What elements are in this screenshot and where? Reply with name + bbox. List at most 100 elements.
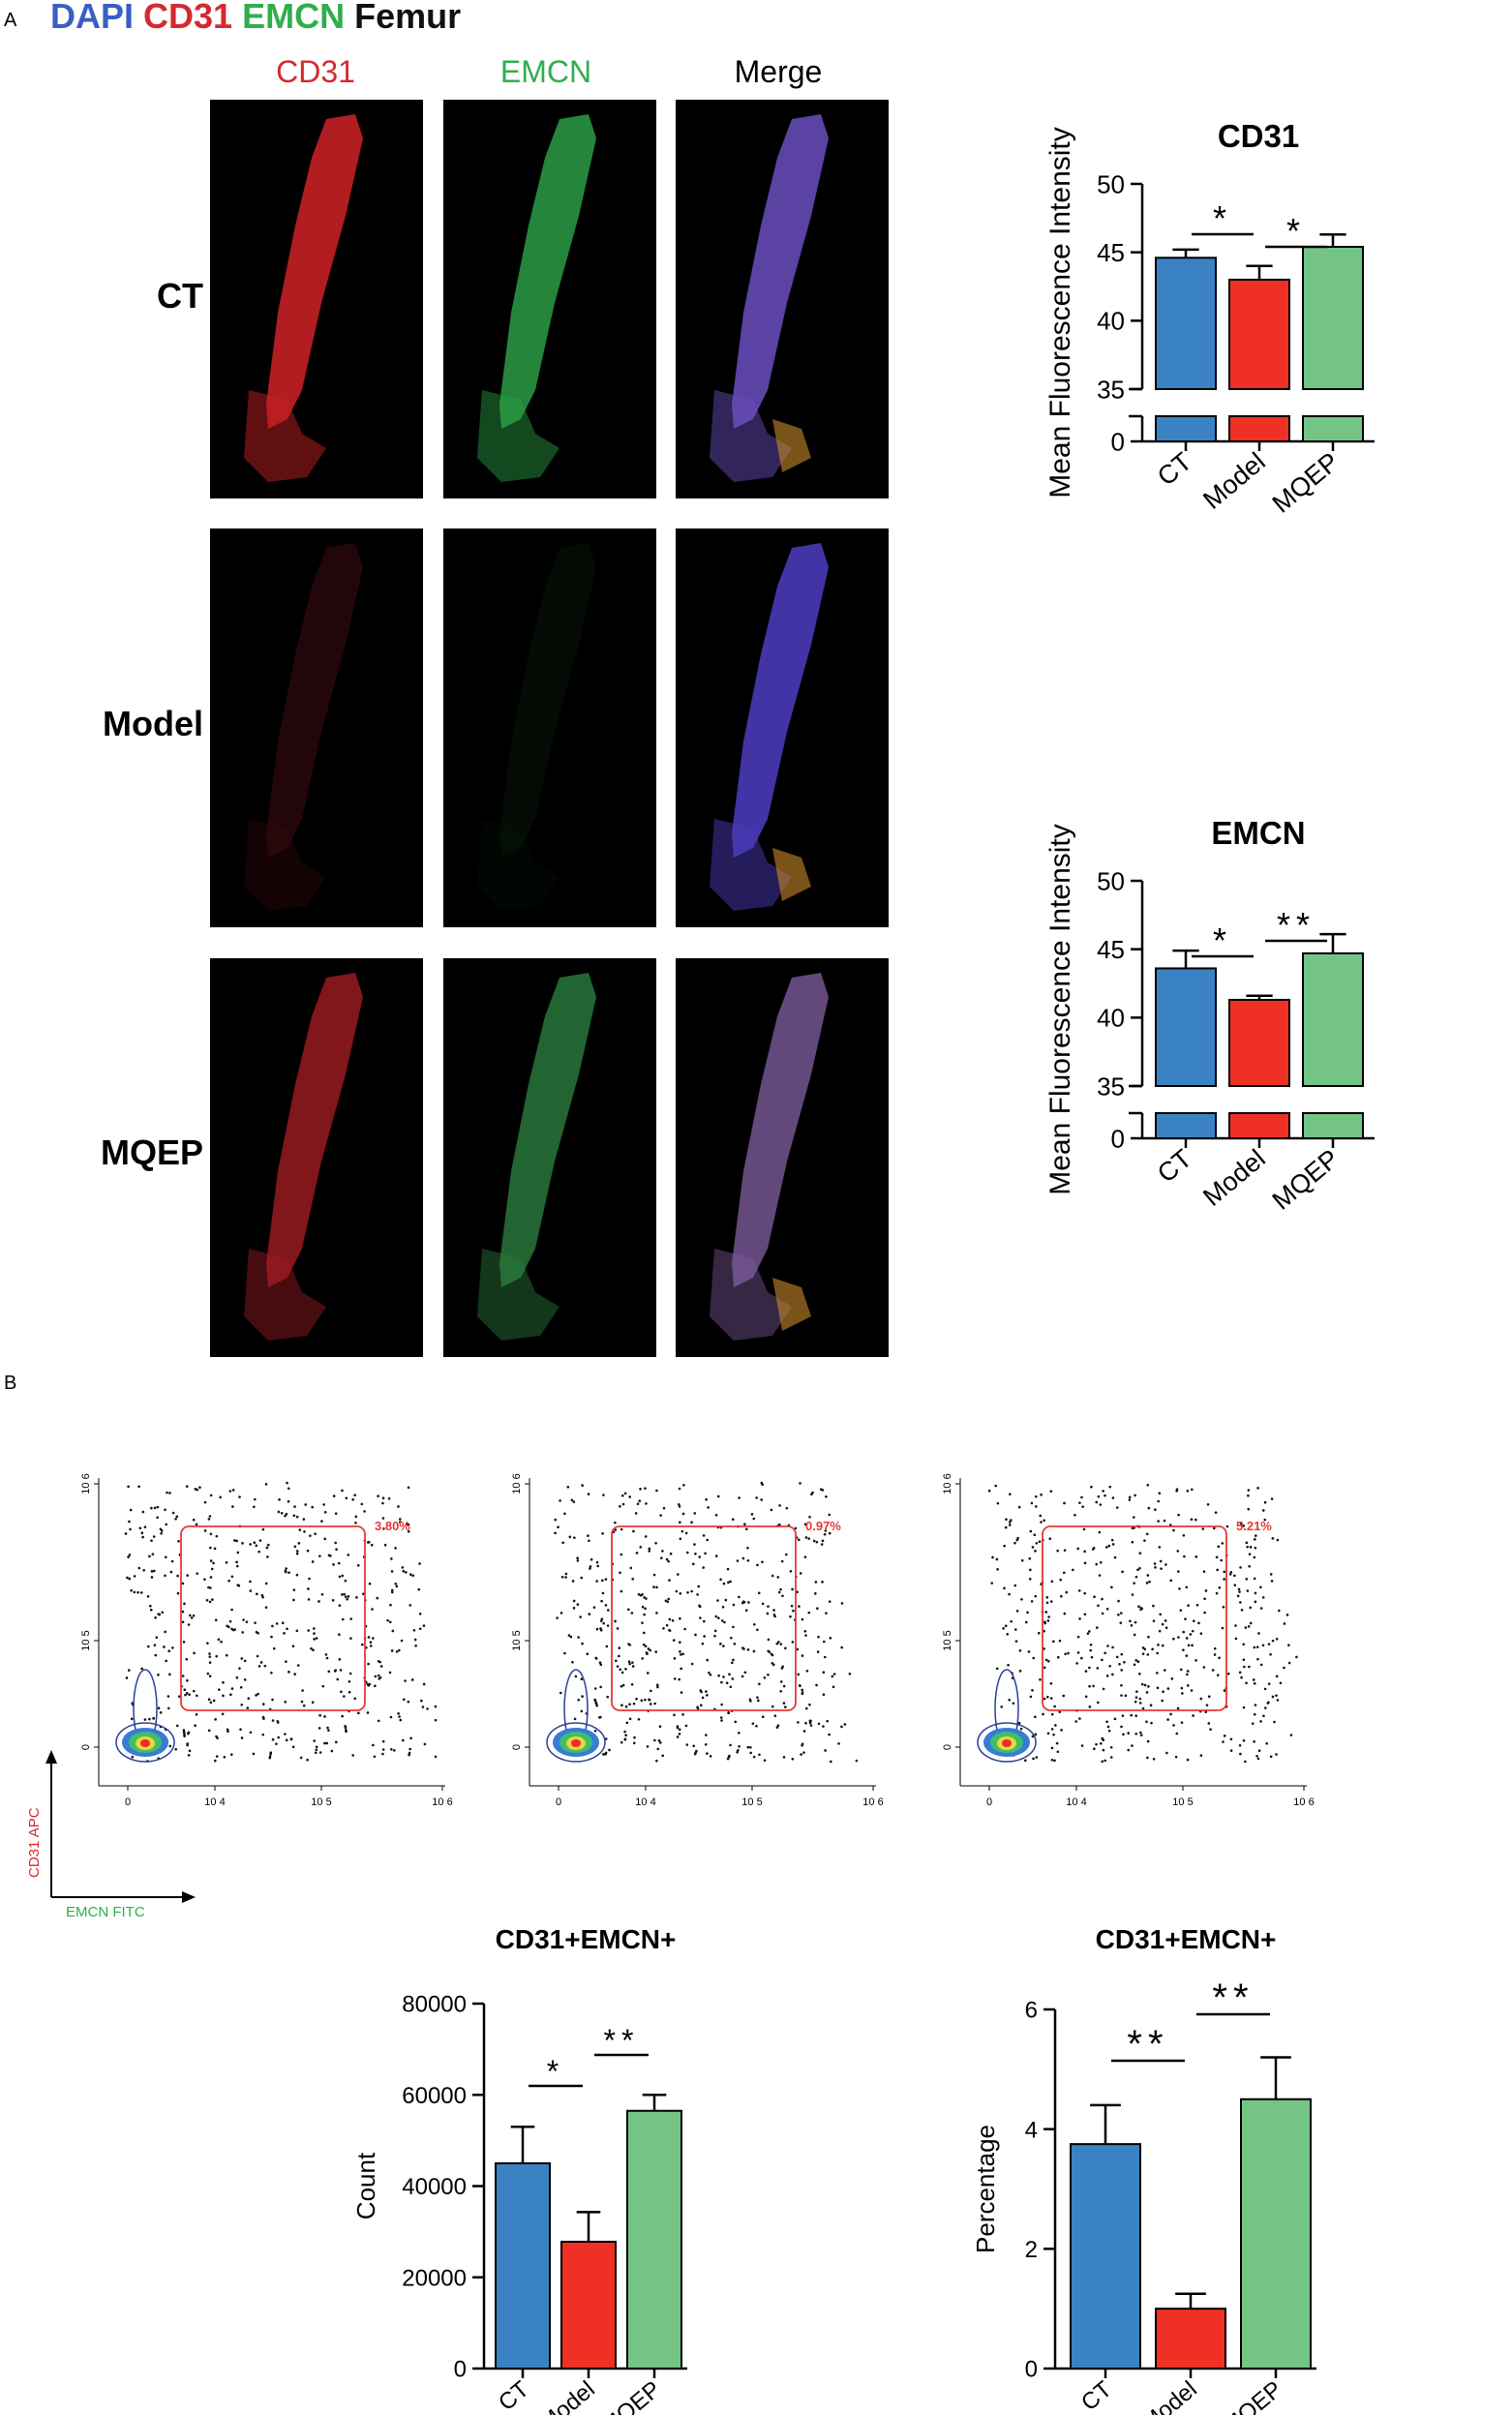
category-label-model: Model [1197,447,1271,515]
event-dots [554,1481,859,1764]
merge-overlap [772,848,811,901]
density-red [571,1739,581,1747]
merge-overlap [772,419,811,472]
micrograph-mqep-emcn [443,958,656,1357]
y-tick-label: 0 [1025,2357,1038,2383]
category-label-model: Model [1197,1144,1271,1212]
flow-x-tick-label: 10 5 [1172,1796,1193,1808]
knee-region [477,819,559,911]
significance-stars: * [1213,198,1232,238]
y-tick-label: 35 [1097,1072,1125,1101]
chart-title: CD31+EMCN+ [496,1924,677,1954]
y-tick-label: 40000 [402,2174,467,2200]
flow-y-tick-label: 0 [80,1744,92,1750]
micrograph-ct-cd31 [210,100,423,498]
flow-x-axis-label: EMCN FITC [66,1904,145,1920]
y-tick-label: 60000 [402,2083,467,2109]
flow-x-tick-label: 10 4 [635,1796,655,1808]
y-axis-label: Count [351,2152,380,2219]
category-label-ct: CT [1076,2376,1117,2415]
density-red [1002,1739,1012,1747]
knee-region [477,1249,559,1341]
panel-b-letter: B [4,1373,17,1394]
flow-plot-ct: 0 10 4 10 5 10 6 0 10 5 10 6 3.80% [80,1473,453,1808]
flow-plot-model: 0 10 4 10 5 10 6 0 10 5 10 6 0.97% [511,1473,884,1808]
gate-percentage: 0.97% [805,1519,841,1533]
flow-x-tick-label: 10 4 [1066,1796,1086,1808]
chart-emcn-mfi: EMCN Mean Fluorescence Intensity 50 45 40 35 0… [1044,815,1375,1216]
flow-x-tick-label: 0 [986,1796,992,1808]
femur-shape [266,114,363,429]
significance-stars: ** [1127,2023,1168,2066]
bar-mqep [1240,2098,1312,2370]
bar-ct [1155,967,1217,1088]
chart-count: CD31+EMCN+ Count 0 20000 40000 60000 80000 CT Mo… [351,1924,687,2415]
category-label-model: Model [1136,2376,1201,2415]
bar-model-base [1228,415,1290,442]
bar-mqep [626,2109,682,2370]
chart-title: CD31+EMCN+ [1096,1924,1277,1954]
femur-shape [499,114,596,429]
flow-y-tick-label: 10 6 [80,1473,92,1494]
flow-x-tick-label: 10 4 [204,1796,225,1808]
contour-ring [977,1722,1037,1763]
flow-x-tick-label: 10 6 [862,1796,883,1808]
bar-mqep-base [1302,1112,1364,1139]
micrograph-mqep-merge [676,958,889,1357]
y-tick-label: 35 [1097,375,1125,404]
legend-dapi: DAPI [50,0,135,36]
y-tick-label: 0 [454,2357,467,2383]
knee-region [710,819,792,911]
significance-stars: * [547,2054,564,2089]
micrograph-ct-merge [676,100,889,498]
flow-y-axis-label: CD31 APC [26,1807,43,1878]
column-head-cd31: CD31 [276,54,355,89]
y-tick-label: 0 [1111,1124,1125,1153]
flow-y-tick-label: 10 5 [511,1630,523,1650]
bar-ct [1070,2143,1141,2370]
knee-region [244,819,326,911]
flow-y-tick-label: 10 6 [942,1473,953,1494]
knee-region [710,1249,792,1341]
legend-femur: Femur [354,0,462,36]
micrograph-model-emcn [443,528,656,927]
category-label-ct: CT [1152,1144,1197,1189]
femur-shape [732,543,829,858]
y-axis-label: Mean Fluorescence Intensity [1044,824,1076,1195]
femur-shape [266,973,363,1287]
bar-ct-base [1155,415,1217,442]
flow-y-tick-label: 0 [942,1744,953,1750]
contour-ring [115,1722,175,1763]
flow-x-tick-label: 10 5 [741,1796,762,1808]
bar-mqep-base [1302,415,1364,442]
bar-mqep [1302,246,1364,390]
bar-model [1228,278,1290,390]
legend-cd31: CD31 [143,0,233,36]
knee-region [244,390,326,482]
flow-x-tick-label: 10 5 [311,1796,331,1808]
y-tick-label: 45 [1097,935,1125,964]
femur-shape [732,973,829,1287]
row-label-model: Model [103,704,203,743]
chart-cd31-mfi: CD31 Mean Fluorescence Intensity 50 45 40 35 0… [1044,118,1375,519]
y-axis-label: Mean Fluorescence Intensity [1044,127,1076,498]
y-tick-label: 2 [1025,2237,1038,2263]
bar-model-base [1228,1112,1290,1139]
chart-title: CD31 [1218,118,1299,154]
micrograph-mqep-cd31 [210,958,423,1357]
category-label-mqep: MQEP [1267,447,1345,519]
y-tick-label: 45 [1097,238,1125,267]
flow-x-tick-label: 0 [125,1796,131,1808]
chart-percentage: CD31+EMCN+ Percentage 0 2 4 6 CT Model MQEP ** ** [971,1924,1316,2415]
y-tick-label: 6 [1025,1998,1038,2024]
significance-stars: ** [1212,1977,1254,2019]
density-red [140,1739,150,1747]
bar-model [1228,998,1290,1088]
flow-plot-mqep: 0 10 4 10 5 10 6 0 10 5 10 6 5.21% [942,1473,1315,1808]
event-dots [124,1481,438,1763]
row-label-mqep: MQEP [100,1132,203,1172]
panel-a-letter: A [4,10,17,31]
micrograph-ct-emcn [443,100,656,498]
y-axis-label: Percentage [971,2125,1000,2253]
flow-y-tick-label: 0 [511,1744,523,1750]
